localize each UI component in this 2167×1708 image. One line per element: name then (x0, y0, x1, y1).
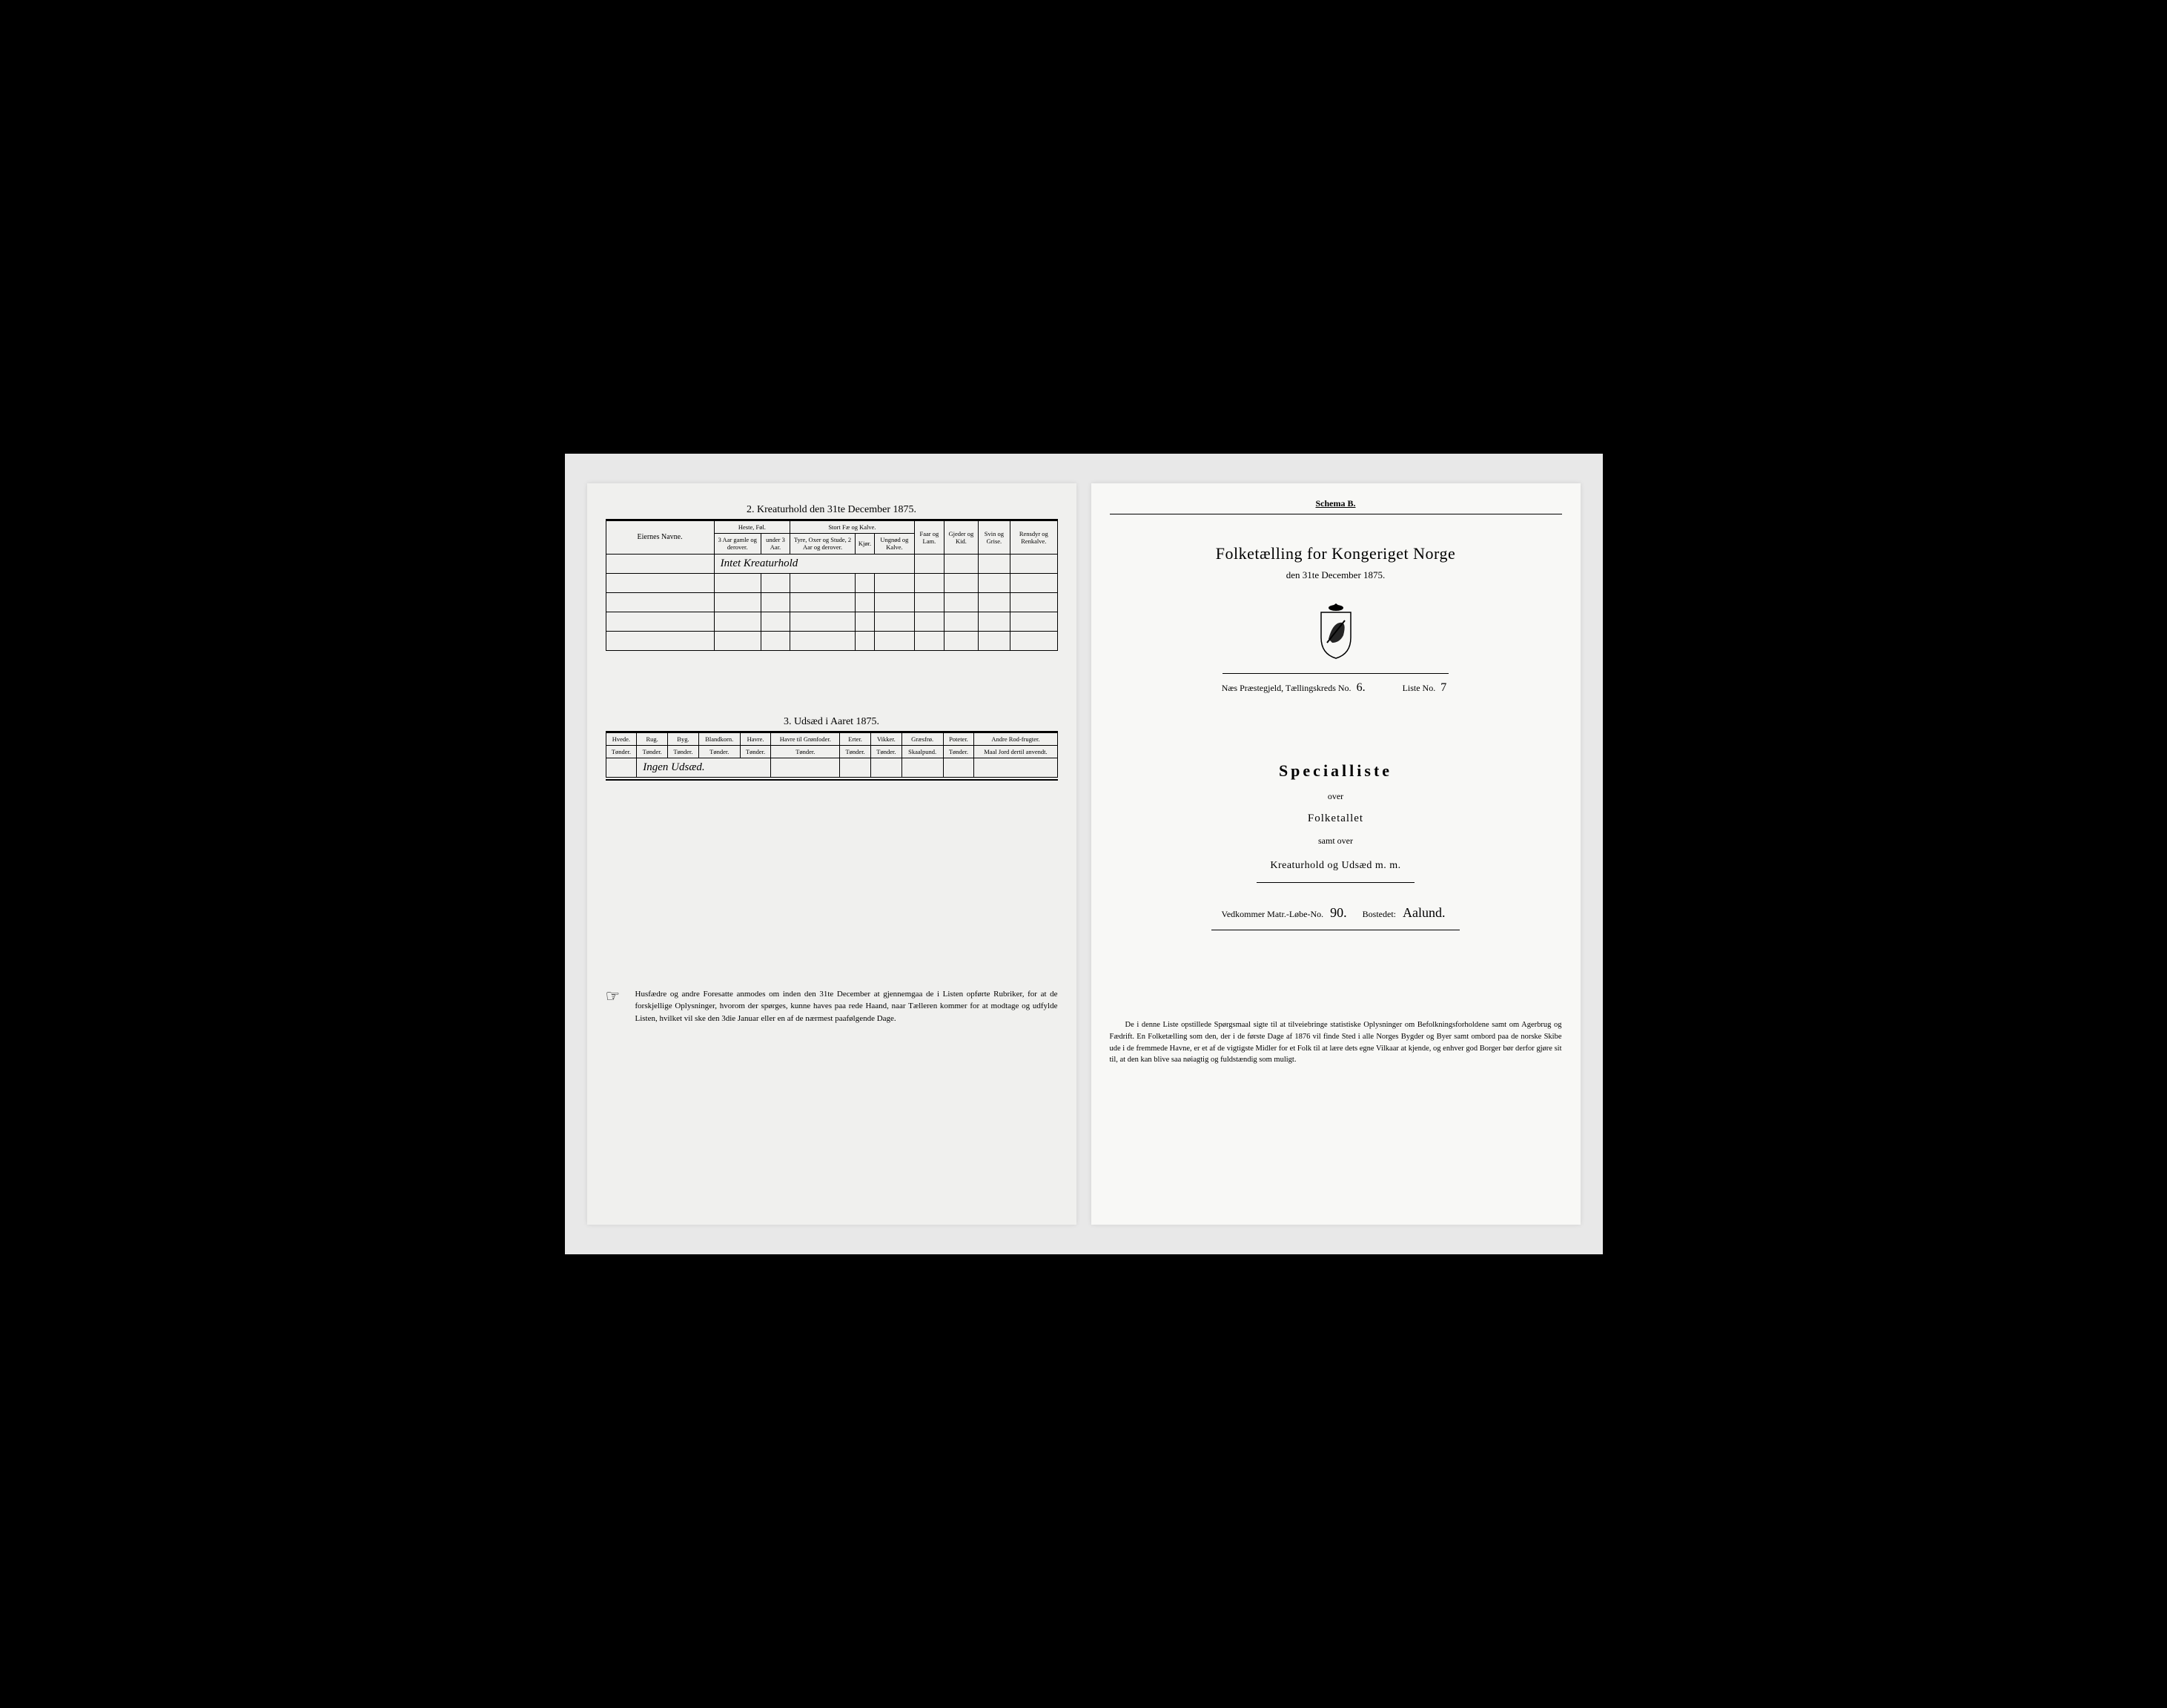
c9u: Tønder. (943, 745, 974, 758)
bostedet-value: Aalund. (1398, 905, 1450, 920)
col-h2: under 3 Aar. (761, 534, 790, 554)
kreds-no: 6. (1354, 681, 1369, 694)
c7h: Vikker. (870, 732, 901, 745)
col-owner: Eiernes Navne. (606, 521, 714, 555)
col-faar: Faar og Lam. (914, 521, 944, 555)
samt-label: samt over (1110, 835, 1562, 847)
table-row (606, 631, 1057, 650)
c2u: Tønder. (668, 745, 699, 758)
coat-of-arms-icon (1110, 602, 1562, 660)
c0h: Hvede. (606, 732, 637, 745)
col-svin: Svin og Grise. (978, 521, 1010, 555)
sub-date: den 31te December 1875. (1110, 569, 1562, 581)
table-row (606, 573, 1057, 592)
parish-prefix: Næs Præstegjeld, Tællingskreds No. (1222, 683, 1352, 693)
section3-title: 3. Udsæd i Aaret 1875. (606, 716, 1058, 728)
c4h: Havre. (740, 732, 771, 745)
rule (1257, 882, 1415, 883)
document-frame: 2. Kreaturhold den 31te December 1875. E… (565, 454, 1603, 1254)
c3u: Tønder. (698, 745, 740, 758)
col-ren: Rensdyr og Renkalve. (1010, 521, 1057, 555)
matr-no: 90. (1326, 905, 1352, 920)
rule (1223, 673, 1449, 674)
folketallet-label: Folketallet (1110, 812, 1562, 825)
table-udsaed: Hvede. Rug. Byg. Blandkorn. Havre. Havre… (606, 732, 1058, 778)
col-s3: Ungnød og Kalve. (875, 534, 915, 554)
c4u: Tønder. (740, 745, 771, 758)
table-row: Intet Kreaturhold (606, 554, 1057, 573)
grp-heste: Heste, Føl. (714, 521, 790, 534)
main-title: Folketælling for Kongeriget Norge (1110, 544, 1562, 563)
table-row (606, 592, 1057, 612)
schema-label: Schema B. (1110, 498, 1562, 509)
c5u: Tønder. (771, 745, 840, 758)
vedkommer-line: Vedkommer Matr.-Løbe-No. 90. Bostedet: A… (1110, 905, 1562, 921)
rule (606, 779, 1058, 781)
notice-block: ☞ Husfædre og andre Foresatte anmodes om… (606, 988, 1058, 1025)
c8u: Skaalpund. (901, 745, 943, 758)
grp-stort: Stort Fæ og Kalve. (790, 521, 915, 534)
pointing-hand-icon: ☞ (606, 988, 626, 1025)
notice-text: Husfædre og andre Foresatte anmodes om i… (635, 988, 1058, 1025)
vedkommer-label: Vedkommer Matr.-Løbe-No. (1222, 909, 1324, 919)
c9h: Poteter. (943, 732, 974, 745)
col-gjed: Gjeder og Kid. (944, 521, 979, 555)
bostedet-label: Bostedet: (1363, 909, 1396, 919)
over-label: over (1110, 791, 1562, 802)
c1h: Rug. (637, 732, 668, 745)
table-row (606, 612, 1057, 631)
c10h: Andre Rod-frugter. (974, 732, 1057, 745)
c8h: Græsfrø. (901, 732, 943, 745)
c2h: Byg. (668, 732, 699, 745)
col-h1: 3 Aar gamle og derover. (714, 534, 761, 554)
liste-no: 7 (1438, 681, 1449, 694)
kreatur-label: Kreaturhold og Udsæd m. m. (1110, 860, 1562, 872)
c3h: Blandkorn. (698, 732, 740, 745)
col-s2: Kjør. (855, 534, 874, 554)
c1u: Tønder. (637, 745, 668, 758)
parish-line: Næs Præstegjeld, Tællingskreds No. 6. Li… (1110, 681, 1562, 695)
handwritten-entry: Intet Kreaturhold (714, 554, 914, 573)
c6h: Erter. (840, 732, 871, 745)
right-page: Schema B. Folketælling for Kongeriget No… (1091, 483, 1581, 1225)
c5h: Havre til Grønfoder. (771, 732, 840, 745)
table-kreaturhold: Eiernes Navne. Heste, Føl. Stort Fæ og K… (606, 520, 1058, 651)
c10u: Maal Jord dertil anvendt. (974, 745, 1057, 758)
specialliste-heading: Specialliste (1110, 761, 1562, 781)
handwritten-entry: Ingen Udsæd. (637, 758, 771, 777)
bottom-paragraph: De i denne Liste opstillede Spørgsmaal s… (1110, 1019, 1562, 1066)
col-s1: Tyre, Oxer og Stude, 2 Aar og derover. (790, 534, 856, 554)
table-row: Ingen Udsæd. (606, 758, 1057, 777)
c0u: Tønder. (606, 745, 637, 758)
section2-title: 2. Kreaturhold den 31te December 1875. (606, 504, 1058, 516)
c6u: Tønder. (840, 745, 871, 758)
c7u: Tønder. (870, 745, 901, 758)
liste-label: Liste No. (1403, 683, 1436, 693)
left-page: 2. Kreaturhold den 31te December 1875. E… (587, 483, 1076, 1225)
